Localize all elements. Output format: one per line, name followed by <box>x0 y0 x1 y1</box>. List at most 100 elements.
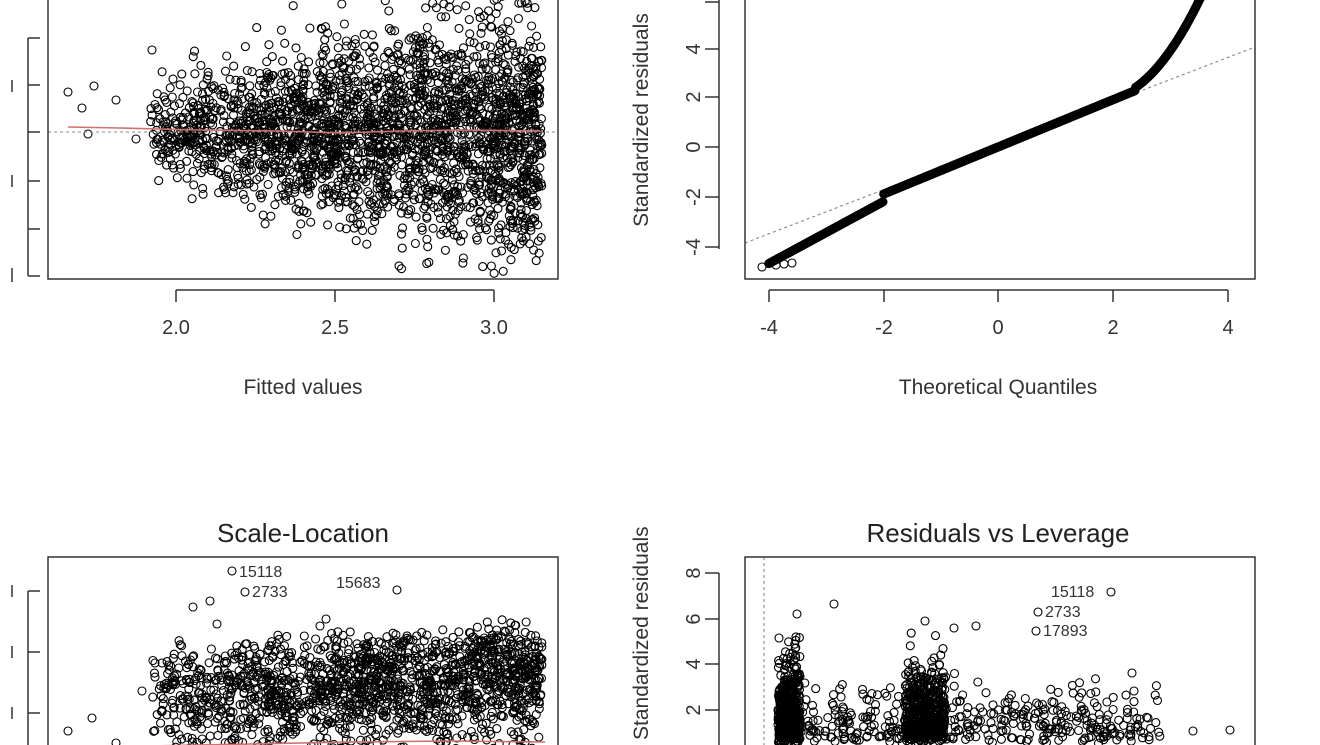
residual-point <box>299 64 309 74</box>
scale-location-point <box>453 719 463 729</box>
residual-point <box>480 58 490 68</box>
residual-point <box>410 238 420 249</box>
residual-point <box>351 236 361 246</box>
residual-point <box>456 182 466 192</box>
residual-point <box>486 235 496 245</box>
residual-point <box>284 158 294 168</box>
residual-point <box>468 160 478 170</box>
residual-point <box>349 51 359 61</box>
residual-point <box>458 230 468 240</box>
residual-point <box>532 201 542 211</box>
x-tick-label: -4 <box>760 317 778 339</box>
point-label: 2733 <box>252 584 288 601</box>
y-tick-label: 0 <box>683 141 705 152</box>
residual-point <box>463 166 473 176</box>
residual-point <box>421 3 431 13</box>
residual-point <box>324 162 334 172</box>
residual-point <box>513 153 523 163</box>
residual-point <box>522 0 532 8</box>
residual-point <box>175 163 185 174</box>
x-tick-label: -2 <box>875 317 893 339</box>
scale-location-point <box>472 622 482 632</box>
scale-location-point <box>438 625 448 635</box>
residual-point <box>168 113 178 123</box>
residual-point <box>436 12 446 22</box>
scale-location-y-axis <box>11 585 40 745</box>
residual-point <box>278 190 288 200</box>
residual-point <box>316 200 326 210</box>
residual-point <box>63 87 73 97</box>
residuals-vs-fitted-x-axis: 2.0 2.5 3.0 <box>162 289 508 339</box>
residual-point <box>360 41 370 51</box>
normal-qq-panel: 4 2 0 -2 -4 Standardized residuals -4 -2… <box>630 0 1256 399</box>
residual-point <box>494 26 504 36</box>
residual-point <box>422 22 432 33</box>
residual-point <box>233 179 243 189</box>
residual-point <box>469 38 479 48</box>
residual-point <box>333 43 343 53</box>
residual-point <box>460 98 470 108</box>
residual-point <box>461 1 471 11</box>
residual-point <box>513 13 524 24</box>
residual-point <box>192 87 203 97</box>
residual-point <box>508 223 518 233</box>
residual-point <box>383 202 393 212</box>
residual-point <box>208 84 218 94</box>
scale-location-point <box>273 662 283 672</box>
residual-point <box>470 99 480 109</box>
residual-point <box>422 258 432 269</box>
residual-point <box>351 125 361 135</box>
scale-location-point <box>63 726 73 736</box>
residual-point <box>229 61 239 71</box>
residual-point <box>368 53 378 63</box>
residual-point <box>485 205 495 215</box>
residual-point <box>220 66 231 76</box>
residual-point <box>187 194 197 204</box>
residual-point <box>260 219 270 229</box>
residual-point <box>380 61 390 71</box>
panel-title: Residuals vs Leverage <box>866 518 1129 548</box>
scale-location-point <box>205 731 215 741</box>
residual-point <box>453 50 463 60</box>
point-label: 15118 <box>239 564 282 581</box>
scale-location-point <box>321 614 331 624</box>
residual-point <box>527 21 537 31</box>
qq-point <box>787 258 797 268</box>
residual-point <box>507 219 518 229</box>
scale-location-point <box>345 627 355 637</box>
residual-point <box>474 58 485 69</box>
residual-point <box>505 26 515 36</box>
residual-point <box>367 30 377 40</box>
residual-point <box>476 28 486 38</box>
qq-y-axis: 4 2 0 -2 -4 <box>683 0 720 256</box>
scale-location-point <box>87 713 97 723</box>
residual-point <box>529 245 539 255</box>
residual-point <box>449 158 459 168</box>
scale-location-point <box>346 736 356 745</box>
scale-location-point <box>492 625 502 635</box>
residual-point <box>345 213 355 223</box>
scale-location-point <box>497 615 507 625</box>
residual-point <box>198 189 208 199</box>
residual-point <box>524 41 534 51</box>
x-axis-label: Fitted values <box>243 376 362 399</box>
scale-location-point <box>247 730 257 740</box>
scale-location-panel: Scale-Location 15118 2733 15683 <box>11 518 559 745</box>
residual-point <box>189 116 199 126</box>
residual-point <box>280 38 290 48</box>
residual-point <box>477 134 487 145</box>
residual-point <box>478 262 488 272</box>
residual-point <box>435 114 445 124</box>
residual-point <box>359 29 369 39</box>
panel-title: Scale-Location <box>217 518 389 548</box>
y-tick-label: 2 <box>683 91 705 102</box>
residual-point <box>422 234 432 244</box>
residual-point <box>498 266 508 276</box>
residual-point <box>278 56 288 66</box>
residual-point <box>198 183 208 193</box>
residual-point <box>382 190 392 200</box>
residual-point <box>496 220 506 230</box>
residual-point <box>433 78 443 88</box>
residual-point <box>200 104 210 114</box>
residual-point <box>403 183 413 193</box>
